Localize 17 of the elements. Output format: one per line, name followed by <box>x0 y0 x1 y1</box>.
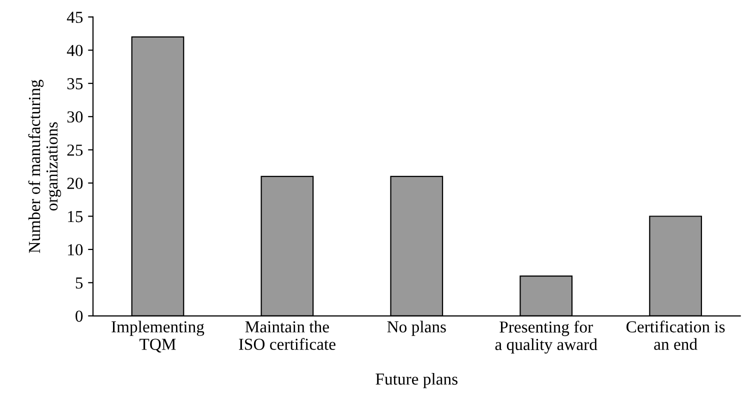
y-tick-label: 30 <box>67 111 83 123</box>
x-tick-label: Presenting for a quality award <box>495 320 598 354</box>
y-tick-label: 25 <box>67 144 83 156</box>
y-tick-label: 20 <box>67 178 83 189</box>
y-tick-label: 10 <box>68 244 83 256</box>
x-tick-label: Certification is an end <box>626 320 725 350</box>
y-tick-label: 45 <box>66 12 83 23</box>
y-axis-title: Number of manufacturing organizations <box>28 80 62 253</box>
y-tick-label: 0 <box>76 310 83 322</box>
y-tick-label: 5 <box>76 278 83 289</box>
x-tick-label: Implementing TQM <box>112 320 204 352</box>
x-tick-label: No plans <box>387 320 446 336</box>
x-axis-title: Future plans <box>376 372 458 388</box>
x-tick-label: Maintain the ISO certificate <box>238 320 336 350</box>
y-tick-label: 40 <box>66 44 83 56</box>
y-tick-label: 15 <box>68 211 83 222</box>
y-tick-label: 35 <box>67 78 83 90</box>
